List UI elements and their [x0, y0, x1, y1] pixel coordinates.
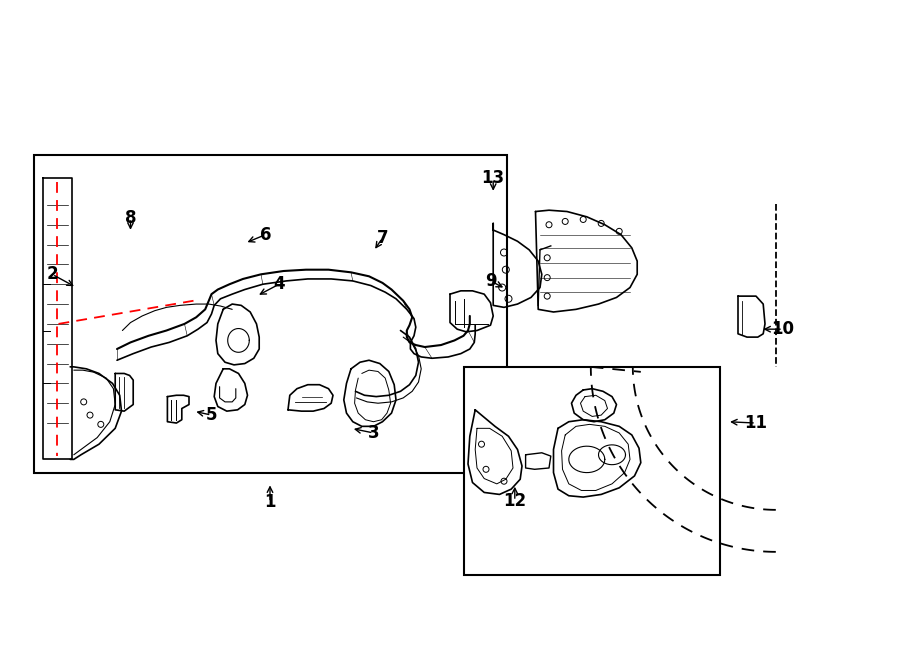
Text: 11: 11 — [744, 414, 768, 432]
Text: 7: 7 — [377, 229, 388, 247]
Text: 5: 5 — [206, 406, 217, 424]
Text: 13: 13 — [482, 169, 505, 188]
Bar — [464, 367, 720, 575]
Text: 4: 4 — [274, 275, 284, 293]
Text: 9: 9 — [485, 272, 496, 290]
Text: 3: 3 — [368, 424, 379, 442]
Text: 2: 2 — [47, 265, 58, 284]
Text: 10: 10 — [771, 320, 795, 338]
Bar — [34, 155, 507, 473]
Text: 12: 12 — [503, 492, 526, 510]
Text: 1: 1 — [265, 493, 275, 512]
Text: 6: 6 — [260, 225, 271, 244]
Text: 8: 8 — [125, 209, 136, 227]
